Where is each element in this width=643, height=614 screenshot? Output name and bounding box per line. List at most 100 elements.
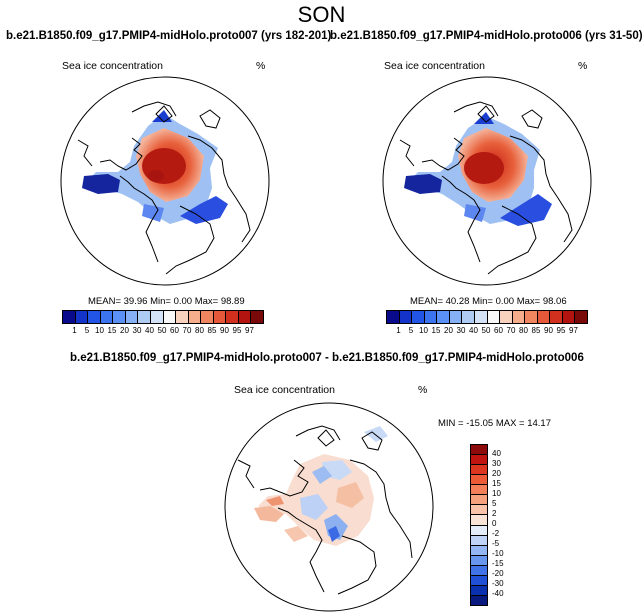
diff-stats: MIN = -15.05 MAX = 14.17	[438, 418, 552, 429]
colorbar-tick-label: 40	[469, 326, 478, 335]
colorbar-swatch	[471, 555, 487, 566]
colorbar-tick-label: 30	[492, 459, 501, 468]
colorbar-tick-label: -15	[492, 559, 504, 568]
colorbar-swatch	[471, 485, 487, 496]
colorbar-tick-label: 97	[245, 326, 254, 335]
diff-variable-label: Sea ice concentration	[234, 384, 335, 396]
colorbar-tick-label: 10	[419, 326, 428, 335]
colorbar-swatch	[471, 565, 487, 576]
colorbar-swatch	[471, 535, 487, 546]
colorbar-tick-label: 20	[120, 326, 129, 335]
left-max-label: Max=	[194, 296, 219, 307]
diff-polar-map	[224, 402, 434, 612]
colorbar-tick-label: 95	[556, 326, 566, 335]
colorbar-tick-label: 40	[492, 449, 501, 458]
colorbar-swatch	[462, 311, 475, 323]
right-polar-map	[382, 76, 592, 286]
right-max-label: Max=	[516, 296, 541, 307]
colorbar-tick-label: 2	[492, 509, 497, 518]
colorbar-tick-label: 5	[492, 499, 497, 508]
colorbar-tick-label: -2	[492, 529, 500, 538]
colorbar-swatch	[471, 545, 487, 556]
colorbar-swatch	[188, 311, 202, 323]
right-mean-value: 40.28	[445, 296, 470, 307]
colorbar-swatch	[150, 311, 164, 323]
colorbar-swatch	[471, 525, 487, 536]
colorbar-swatch	[471, 465, 487, 476]
colorbar-tick-label: -30	[492, 579, 504, 588]
colorbar-swatch	[125, 311, 139, 323]
right-units-label: %	[578, 60, 588, 72]
left-units-label: %	[256, 60, 266, 72]
colorbar-swatch	[562, 311, 576, 323]
colorbar-swatch	[226, 311, 239, 323]
diff-panel-title: b.e21.B1850.f09_g17.PMIP4-midHolo.proto0…	[70, 352, 584, 364]
colorbar-swatch	[424, 311, 438, 323]
colorbar-swatch	[176, 311, 189, 323]
colorbar-swatch	[474, 311, 488, 323]
colorbar-swatch	[100, 311, 114, 323]
colorbar-tick-label: -20	[492, 569, 504, 578]
colorbar-swatch	[512, 311, 526, 323]
colorbar-swatch	[412, 311, 425, 323]
colorbar-swatch	[213, 311, 227, 323]
colorbar-tick-label: 1	[396, 326, 401, 335]
right-variable-label: Sea ice concentration	[384, 60, 485, 72]
colorbar-tick-label: 10	[492, 489, 501, 498]
colorbar-tick-label: 40	[145, 326, 154, 335]
colorbar-tick-label: 50	[157, 326, 167, 335]
colorbar-swatch	[138, 311, 151, 323]
colorbar-tick-label: 70	[506, 326, 516, 335]
colorbar-swatch	[575, 311, 587, 323]
colorbar-tick-label: 1	[72, 326, 77, 335]
colorbar-swatch	[471, 575, 487, 586]
colorbar-tick-label: 85	[531, 326, 541, 335]
colorbar-tick-label: 85	[207, 326, 217, 335]
colorbar-swatch	[163, 311, 177, 323]
colorbar-swatch	[113, 311, 126, 323]
colorbar-swatch	[251, 311, 263, 323]
colorbar-swatch	[471, 455, 487, 466]
colorbar-tick-label: 80	[519, 326, 528, 335]
right-min-value: 0.00	[495, 296, 515, 307]
colorbar-tick-label: 5	[84, 326, 90, 335]
colorbar-swatch	[537, 311, 551, 323]
colorbar-tick-label: 30	[456, 326, 466, 335]
colorbar-swatch	[238, 311, 252, 323]
left-mean-value: 39.96	[123, 296, 148, 307]
colorbar-tick-label: 70	[182, 326, 192, 335]
colorbar-tick-label: 30	[132, 326, 142, 335]
colorbar-swatch	[63, 311, 76, 323]
colorbar-swatch	[487, 311, 501, 323]
colorbar-tick-label: 60	[494, 326, 503, 335]
colorbar-swatch	[550, 311, 563, 323]
left-max-value: 98.89	[220, 296, 245, 307]
left-min-label: Min=	[150, 296, 171, 307]
colorbar-tick-label: -5	[492, 539, 500, 548]
diff-units-label: %	[418, 384, 428, 396]
colorbar-swatch	[471, 505, 487, 516]
right-min-label: Min=	[472, 296, 493, 307]
colorbar-swatch	[387, 311, 400, 323]
left-colorbar	[62, 310, 264, 324]
colorbar-tick-label: 15	[107, 326, 117, 335]
right-colorbar	[386, 310, 588, 324]
left-panel-title: b.e21.B1850.f09_g17.PMIP4-midHolo.proto0…	[6, 30, 332, 42]
colorbar-tick-label: 20	[444, 326, 453, 335]
colorbar-tick-label: 20	[492, 469, 501, 478]
colorbar-swatch	[471, 585, 487, 596]
colorbar-tick-label: 50	[481, 326, 491, 335]
colorbar-swatch	[88, 311, 101, 323]
right-max-value: 98.06	[542, 296, 567, 307]
colorbar-tick-label: 97	[569, 326, 578, 335]
colorbar-tick-label: 5	[408, 326, 414, 335]
colorbar-tick-label: -10	[492, 549, 504, 558]
left-stats: MEAN= 39.96 Min= 0.00 Max= 98.89	[88, 296, 245, 307]
left-mean-label: MEAN=	[88, 296, 121, 307]
left-min-value: 0.00	[173, 296, 193, 307]
colorbar-tick-label: 80	[195, 326, 204, 335]
colorbar-swatch	[525, 311, 538, 323]
right-stats: MEAN= 40.28 Min= 0.00 Max= 98.06	[410, 296, 567, 307]
colorbar-swatch	[500, 311, 513, 323]
page-title: SON	[297, 2, 346, 27]
